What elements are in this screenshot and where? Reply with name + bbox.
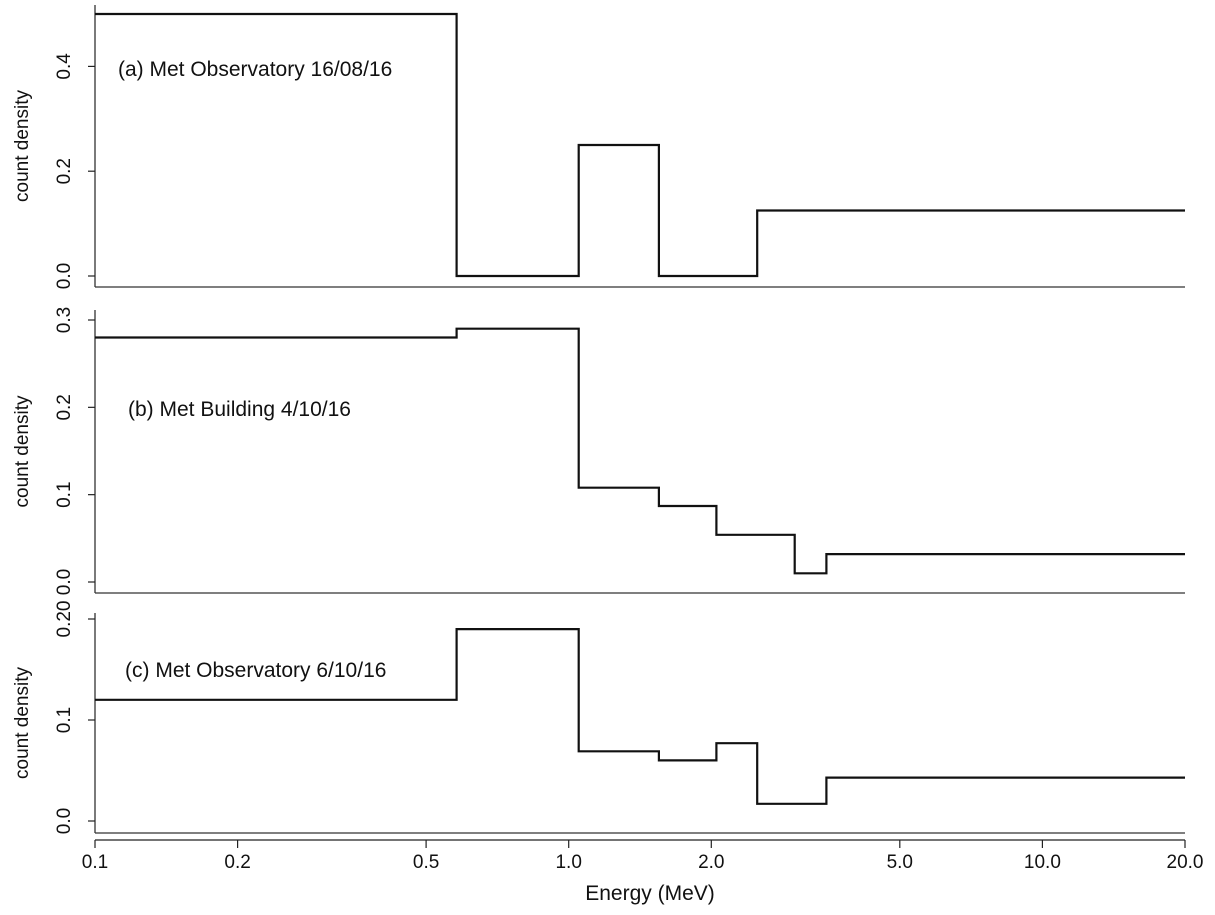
y-tick-label: 0.4: [54, 53, 75, 80]
x-tick-label: 5.0: [887, 852, 913, 873]
x-axis: 0.1 0.2 0.5 1.0 2.0 5.0 10.0 20.0: [82, 839, 1204, 873]
panel-1: 0.0 0.2 0.4 count density (a) Met Observator…: [12, 5, 1185, 289]
y-tick-label: 0.0: [54, 569, 75, 595]
panel-2: 0.0 0.1 0.2 0.3 count density (b) Met Buildin…: [12, 307, 1185, 595]
y-tick-label: 0.2: [54, 394, 75, 420]
panel-annotation: (c) Met Observatory 6/10/16: [125, 659, 386, 682]
x-tick-label: 20.0: [1167, 852, 1204, 873]
y-axis-label: count density: [12, 667, 33, 779]
y-tick-label: 0.20: [54, 601, 75, 638]
y-tick-label: 0.1: [54, 707, 75, 733]
series-step-line: [95, 12, 1185, 278]
y-tick-label: 0.3: [54, 307, 75, 333]
y-tick-label: 0.1: [54, 481, 75, 507]
y-tick-label: 0.0: [54, 263, 75, 289]
x-axis-label: Energy (MeV): [585, 882, 715, 905]
series-step-line: [95, 327, 1185, 575]
x-tick-label: 10.0: [1024, 852, 1061, 873]
x-tick-label: 0.1: [82, 852, 108, 873]
y-axis-label: count density: [12, 395, 33, 507]
x-tick-label: 1.0: [555, 852, 581, 873]
panel-annotation: (a) Met Observatory 16/08/16: [118, 58, 392, 81]
series-step-line: [95, 628, 1185, 805]
panel-3: 0.0 0.1 0.20 count density (c) Met Observato…: [12, 601, 1185, 834]
panels-layer: 0.0 0.2 0.4 count density (a) Met Observator…: [12, 5, 1185, 834]
x-tick-label: 0.5: [413, 852, 439, 873]
y-axis-label: count density: [12, 90, 33, 202]
y-tick-label: 0.0: [54, 808, 75, 834]
panel-annotation: (b) Met Building 4/10/16: [128, 398, 351, 421]
x-tick-label: 0.2: [224, 852, 250, 873]
x-tick-label: 2.0: [698, 852, 724, 873]
y-tick-label: 0.2: [54, 158, 75, 184]
